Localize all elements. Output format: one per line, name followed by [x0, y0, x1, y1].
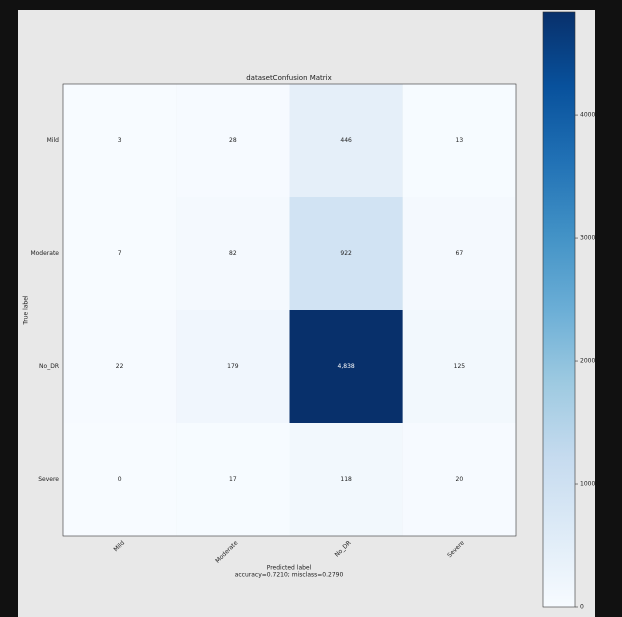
cell-label: 22 [116, 363, 124, 370]
colorbar-tick-label: 2000 [580, 358, 595, 365]
cell [289, 84, 403, 197]
cell [289, 310, 403, 423]
y-axis-label: True label [23, 295, 30, 325]
cell-label: 118 [340, 476, 352, 483]
y-tick-label: Moderate [30, 250, 59, 257]
cell [402, 197, 516, 310]
cell [289, 197, 403, 310]
cell [63, 310, 177, 423]
y-tick-label: Mild [47, 137, 60, 144]
colorbar [542, 11, 576, 608]
cell [402, 423, 516, 536]
x-axis-label: Predicted label [267, 565, 312, 572]
cell-label: 7 [118, 250, 122, 257]
colorbar-tick-label: 0 [580, 604, 584, 611]
colorbar-tick-label: 1000 [580, 481, 595, 488]
cell-label: 82 [229, 250, 237, 257]
cell-label: 17 [229, 476, 237, 483]
colorbar-tick-label: 3000 [580, 235, 595, 242]
cell [176, 197, 290, 310]
chart-title: datasetConfusion Matrix [246, 74, 332, 82]
cell-label: 179 [227, 363, 239, 370]
cell [402, 84, 516, 197]
cell [176, 423, 290, 536]
cell-label: 446 [340, 137, 352, 144]
cell-label: 3 [118, 137, 122, 144]
note: accuracy=0.7210; misclass=0.2790 [235, 572, 344, 579]
y-tick-label: No_DR [39, 363, 59, 370]
cell-label: 28 [229, 137, 237, 144]
plot-border [62, 83, 517, 537]
cell-label: 922 [340, 250, 352, 257]
cell [63, 423, 177, 536]
cell-label: 67 [456, 250, 464, 257]
cell-label: 13 [456, 137, 464, 144]
colorbar-tick-label: 4000 [580, 112, 595, 119]
cell [63, 197, 177, 310]
cell-label: 4,838 [338, 363, 355, 370]
cell [63, 84, 177, 197]
cell-label: 125 [454, 363, 466, 370]
cell [176, 84, 290, 197]
cell [402, 310, 516, 423]
cell [176, 310, 290, 423]
cell [289, 423, 403, 536]
cell-label: 20 [456, 476, 464, 483]
y-tick-label: Severe [38, 476, 59, 483]
cell-label: 0 [118, 476, 122, 483]
